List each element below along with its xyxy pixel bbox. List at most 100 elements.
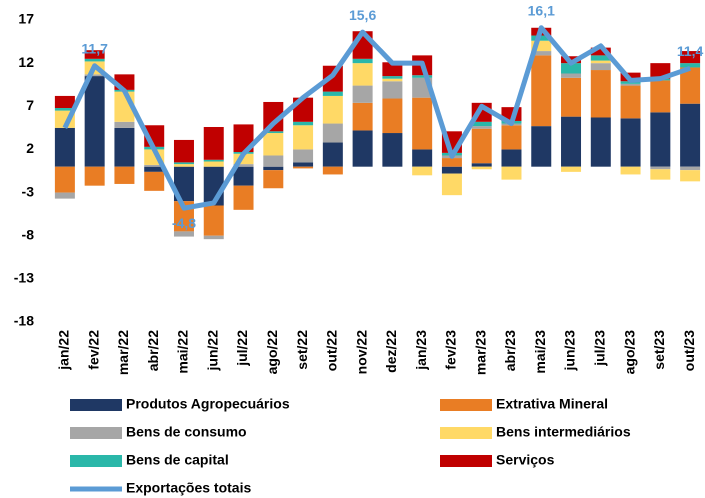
bar-segment <box>54 95 75 109</box>
bar-segment <box>203 161 224 167</box>
bar-segment <box>590 70 611 118</box>
bar-segment <box>322 166 343 175</box>
data-label: 16,1 <box>528 2 555 18</box>
bar-segment <box>144 171 165 191</box>
bar-segment <box>680 166 701 171</box>
bar-segment <box>173 162 194 165</box>
bar-segment <box>620 85 641 119</box>
bar-segment <box>590 60 611 64</box>
legend-swatch <box>70 399 122 411</box>
x-tick-label: jun/23 <box>562 330 578 372</box>
bar-segment <box>352 130 373 167</box>
bar-segment <box>412 166 433 176</box>
bar-segment <box>620 166 641 175</box>
x-tick-label: jun/22 <box>204 330 220 372</box>
bar-segment <box>293 125 314 150</box>
bar-segment <box>561 116 582 167</box>
bar-segment <box>233 164 254 167</box>
y-tick-label: 17 <box>18 11 34 27</box>
bar-segment <box>382 62 403 77</box>
bar-segment <box>263 101 284 132</box>
bar-segment <box>322 123 343 143</box>
bar-segment <box>382 76 403 79</box>
bar-segment <box>203 159 224 162</box>
bar-segment <box>680 103 701 167</box>
bar-segment <box>84 76 105 167</box>
bar-segment <box>382 98 403 134</box>
x-tick-label: mai/22 <box>175 330 191 374</box>
bar-segment <box>293 166 314 169</box>
bar-segment <box>590 117 611 167</box>
bar-segment <box>650 169 671 180</box>
legend-label: Extrativa Mineral <box>496 396 608 412</box>
x-tick-label: set/23 <box>651 330 667 370</box>
y-tick-label: 12 <box>18 54 34 70</box>
bar-segment <box>471 126 492 129</box>
bar-segment <box>680 51 701 64</box>
data-label: -4,8 <box>172 215 196 231</box>
legend-swatch <box>70 427 122 439</box>
bar-segment <box>471 166 492 170</box>
y-tick-label: -13 <box>14 270 34 286</box>
legend-label: Exportações totais <box>126 480 251 496</box>
bar-segment <box>382 78 403 82</box>
bar-segment <box>293 121 314 126</box>
legend-swatch <box>440 399 492 411</box>
bar-segment <box>173 166 194 202</box>
legend-label: Bens de consumo <box>126 424 247 440</box>
x-tick-label: abr/22 <box>145 330 161 371</box>
bar-segment <box>590 63 611 71</box>
bar-segment <box>263 166 284 171</box>
bar-segment <box>501 125 522 150</box>
bar-segment <box>620 118 641 167</box>
bar-segment <box>620 83 641 86</box>
bar-segment <box>382 133 403 167</box>
bar-segment <box>144 166 165 172</box>
bar-segment <box>293 162 314 167</box>
legend-swatch <box>70 455 122 467</box>
bar-segment <box>54 108 75 111</box>
bar-segment <box>263 131 284 134</box>
x-tick-label: jul/23 <box>591 330 607 367</box>
data-label: 11,7 <box>81 40 108 56</box>
total-line <box>62 25 691 211</box>
legend-label: Serviços <box>496 452 555 468</box>
bar-segment <box>84 166 105 186</box>
bar-segment <box>173 231 194 237</box>
x-tick-label: jan/23 <box>413 330 429 371</box>
x-tick-label: jul/22 <box>234 330 250 367</box>
bar-segment <box>680 170 701 182</box>
bar-segment <box>680 67 701 104</box>
legend-label: Bens de capital <box>126 452 229 468</box>
bar-segment <box>561 166 582 172</box>
bar-segment <box>352 63 373 86</box>
legend-label: Bens intermediários <box>496 424 631 440</box>
bar-segment <box>84 58 105 62</box>
bar-segment <box>54 192 75 199</box>
bar-segment <box>412 75 433 78</box>
legend-swatch <box>440 427 492 439</box>
bar-segment <box>233 185 254 210</box>
bar-segment <box>203 126 224 160</box>
bar-segment <box>441 158 462 167</box>
bar-segment <box>471 128 492 164</box>
bar-segment <box>501 166 522 180</box>
bar-segment <box>173 139 194 163</box>
legend-swatch <box>440 455 492 467</box>
x-tick-label: out/22 <box>324 330 340 371</box>
bar-segment <box>412 97 433 150</box>
x-tick-label: set/22 <box>294 330 310 370</box>
x-tick-label: nov/22 <box>353 330 369 375</box>
y-tick-label: 7 <box>26 97 34 113</box>
bar-segment <box>263 133 284 156</box>
x-tick-label: fev/23 <box>443 330 459 370</box>
data-label: 15,6 <box>349 7 376 23</box>
bar-segment <box>203 205 224 236</box>
bar-segment <box>114 166 135 184</box>
x-tick-label: fev/22 <box>85 330 101 370</box>
bar-segment <box>322 95 343 124</box>
bar-segment <box>114 127 135 167</box>
bar-segment <box>352 85 373 103</box>
bar-segment <box>590 47 611 56</box>
